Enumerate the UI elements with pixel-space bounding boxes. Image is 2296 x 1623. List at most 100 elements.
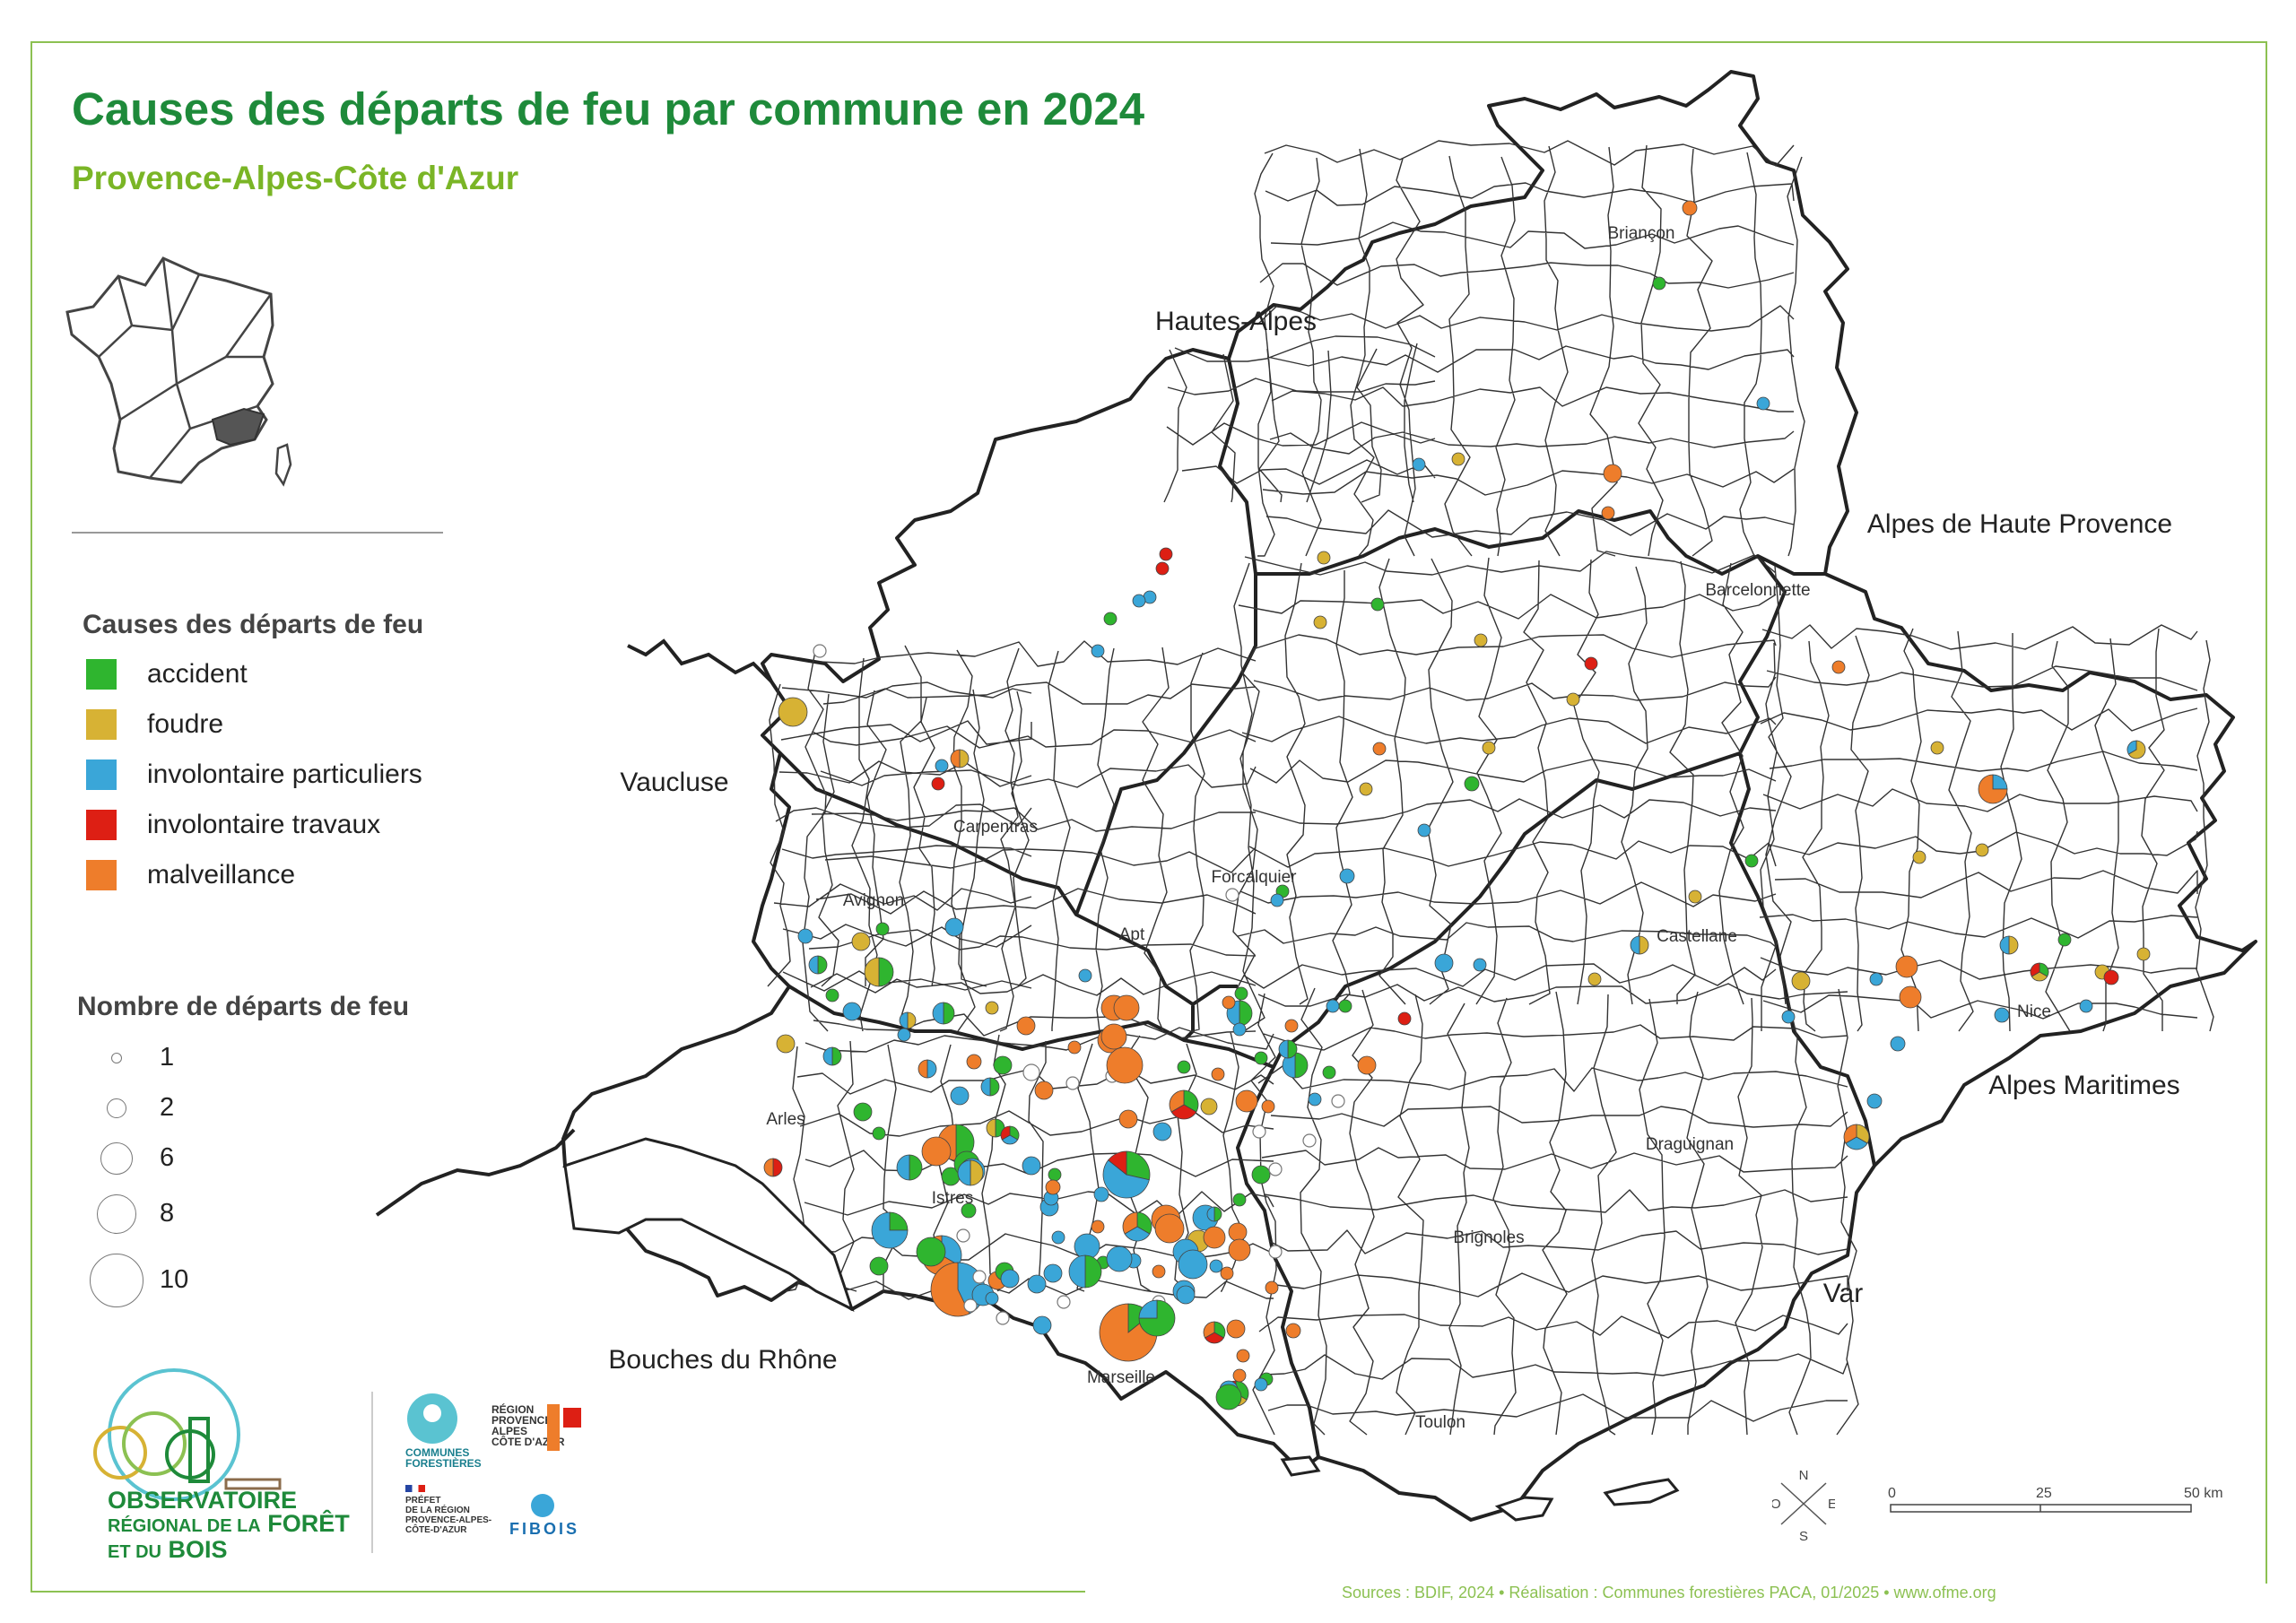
legend-cause-label: involontaire particuliers: [147, 759, 422, 789]
logo-line-1: OBSERVATOIRE: [108, 1487, 298, 1514]
fire-start-marker: [1051, 1230, 1065, 1245]
fire-start-marker: [1890, 1036, 1906, 1052]
fire-start-marker: [1464, 776, 1480, 792]
fire-start-marker: [1370, 597, 1385, 612]
fire-pie-full: [1232, 1193, 1247, 1207]
fire-pie-full: [1370, 597, 1385, 612]
fire-start-marker: [853, 1102, 873, 1122]
fire-start-marker: [1177, 1060, 1191, 1074]
fire-pie-full: [1317, 551, 1331, 565]
fire-pie-full: [778, 697, 808, 727]
fire-pie-full: [1261, 1099, 1275, 1114]
fire-start-marker: [1357, 1055, 1377, 1075]
city-label: Forcalquier: [1211, 868, 1297, 887]
fire-pie-full: [1603, 464, 1622, 483]
fire-start-marker: [1138, 1299, 1176, 1337]
fire-start-marker: [1091, 1219, 1105, 1234]
fire-pie-full: [1682, 200, 1698, 216]
fire-start-marker: [842, 1002, 862, 1021]
fire-start-marker: [1302, 1133, 1317, 1148]
legend-size-label: 8: [160, 1199, 175, 1228]
legend-cause-label: malveillance: [147, 860, 296, 890]
fire-pie-full: [1045, 1179, 1061, 1195]
fire-start-marker: [875, 922, 890, 936]
fire-start-marker: [985, 1001, 999, 1015]
fire-start-marker: [1682, 200, 1698, 216]
fire-start-marker: [1251, 1165, 1271, 1185]
fire-empty-circle: [1057, 1295, 1071, 1309]
fire-pie-full: [825, 988, 839, 1002]
fire-start-marker: [1338, 999, 1352, 1013]
fire-pie-full: [797, 928, 813, 944]
fire-pie-full: [1652, 276, 1666, 291]
legend-swatch: [86, 659, 117, 690]
legend-size-label: 1: [160, 1043, 175, 1072]
fire-pie-full: [1756, 396, 1770, 411]
fire-start-marker: [1000, 1125, 1020, 1145]
fire-start-marker: [1106, 1046, 1144, 1084]
fire-pie-full: [1781, 1010, 1796, 1024]
fire-pie-slice: [909, 1154, 923, 1181]
fire-start-marker: [1226, 1319, 1246, 1339]
fire-start-marker: [1200, 1098, 1218, 1115]
fire-pie-full: [1254, 1377, 1268, 1392]
fire-start-marker: [1756, 396, 1770, 411]
fire-pie-full: [851, 932, 871, 951]
fire-start-marker: [2079, 999, 2093, 1013]
fire-pie-full: [1270, 893, 1284, 907]
fire-start-marker: [1228, 1238, 1251, 1262]
fire-start-marker: [851, 932, 871, 951]
fire-pie-slice: [1978, 774, 2008, 804]
city-label: Brignoles: [1453, 1228, 1524, 1247]
city-label: Castellane: [1657, 927, 1737, 946]
region-outline: [561, 70, 2257, 1522]
fire-start-marker: [1270, 893, 1284, 907]
fire-start-marker: [1093, 1186, 1109, 1202]
fire-empty-circle: [1331, 1094, 1345, 1108]
city-label: Draguignan: [1646, 1135, 1734, 1154]
fire-pie-full: [776, 1034, 796, 1054]
fire-pie-slice: [1639, 935, 1649, 955]
fire-start-marker: [1211, 1067, 1225, 1081]
fire-pie-full: [1308, 1092, 1322, 1107]
fire-pie-slice: [808, 955, 819, 975]
fire-pie-full: [1357, 1055, 1377, 1075]
fibois-icon: [531, 1494, 554, 1517]
fire-pie-full: [1048, 1167, 1062, 1182]
prefet-label: PRÉFET DE LA RÉGION PROVENCE-ALPES- CÔTE…: [405, 1496, 492, 1535]
fire-start-marker: [1016, 1016, 1036, 1036]
fire-start-marker: [1228, 1222, 1248, 1242]
fire-start-marker: [1285, 1323, 1301, 1339]
fire-start-marker: [1975, 843, 1989, 857]
fire-pie-full: [1043, 1263, 1063, 1283]
fire-start-marker: [1169, 1089, 1199, 1120]
fire-start-marker: [1122, 1211, 1152, 1242]
fire-start-marker: [1994, 1007, 2010, 1023]
fire-start-marker: [1152, 1122, 1172, 1141]
fire-pie-full: [1209, 1259, 1223, 1273]
legend-swatch: [86, 860, 117, 890]
corsica: [274, 443, 292, 487]
fire-pie-full: [1584, 656, 1598, 671]
fire-start-marker: [2136, 947, 2151, 961]
fire-start-marker: [1899, 985, 1922, 1009]
fire-start-marker: [993, 1055, 1013, 1075]
city-labels: Briançon Barcelonnette Carpentras Forcalqui…: [766, 224, 2051, 1432]
fire-pie-slice: [989, 1077, 1000, 1097]
fire-start-marker: [1652, 276, 1666, 291]
compass-n: N: [1799, 1469, 1809, 1483]
fire-pie-full: [1000, 1269, 1020, 1289]
fire-start-marker: [822, 1046, 842, 1066]
scale-label-50: 50 km: [2184, 1486, 2223, 1501]
legend-cause-item: involontaire particuliers: [86, 759, 422, 791]
fire-start-marker: [1601, 506, 1615, 520]
fire-pie-full: [1601, 506, 1615, 520]
city-label: Apt: [1119, 925, 1145, 944]
fire-start-marker: [1100, 1023, 1127, 1050]
fire-pie-full: [1132, 594, 1146, 608]
fire-start-marker: [1566, 692, 1580, 707]
fire-start-marker: [1603, 464, 1622, 483]
fire-start-marker: [1252, 1124, 1266, 1139]
department-label: Alpes Maritimes: [1988, 1071, 2179, 1100]
legend-size-label: 6: [160, 1143, 175, 1172]
